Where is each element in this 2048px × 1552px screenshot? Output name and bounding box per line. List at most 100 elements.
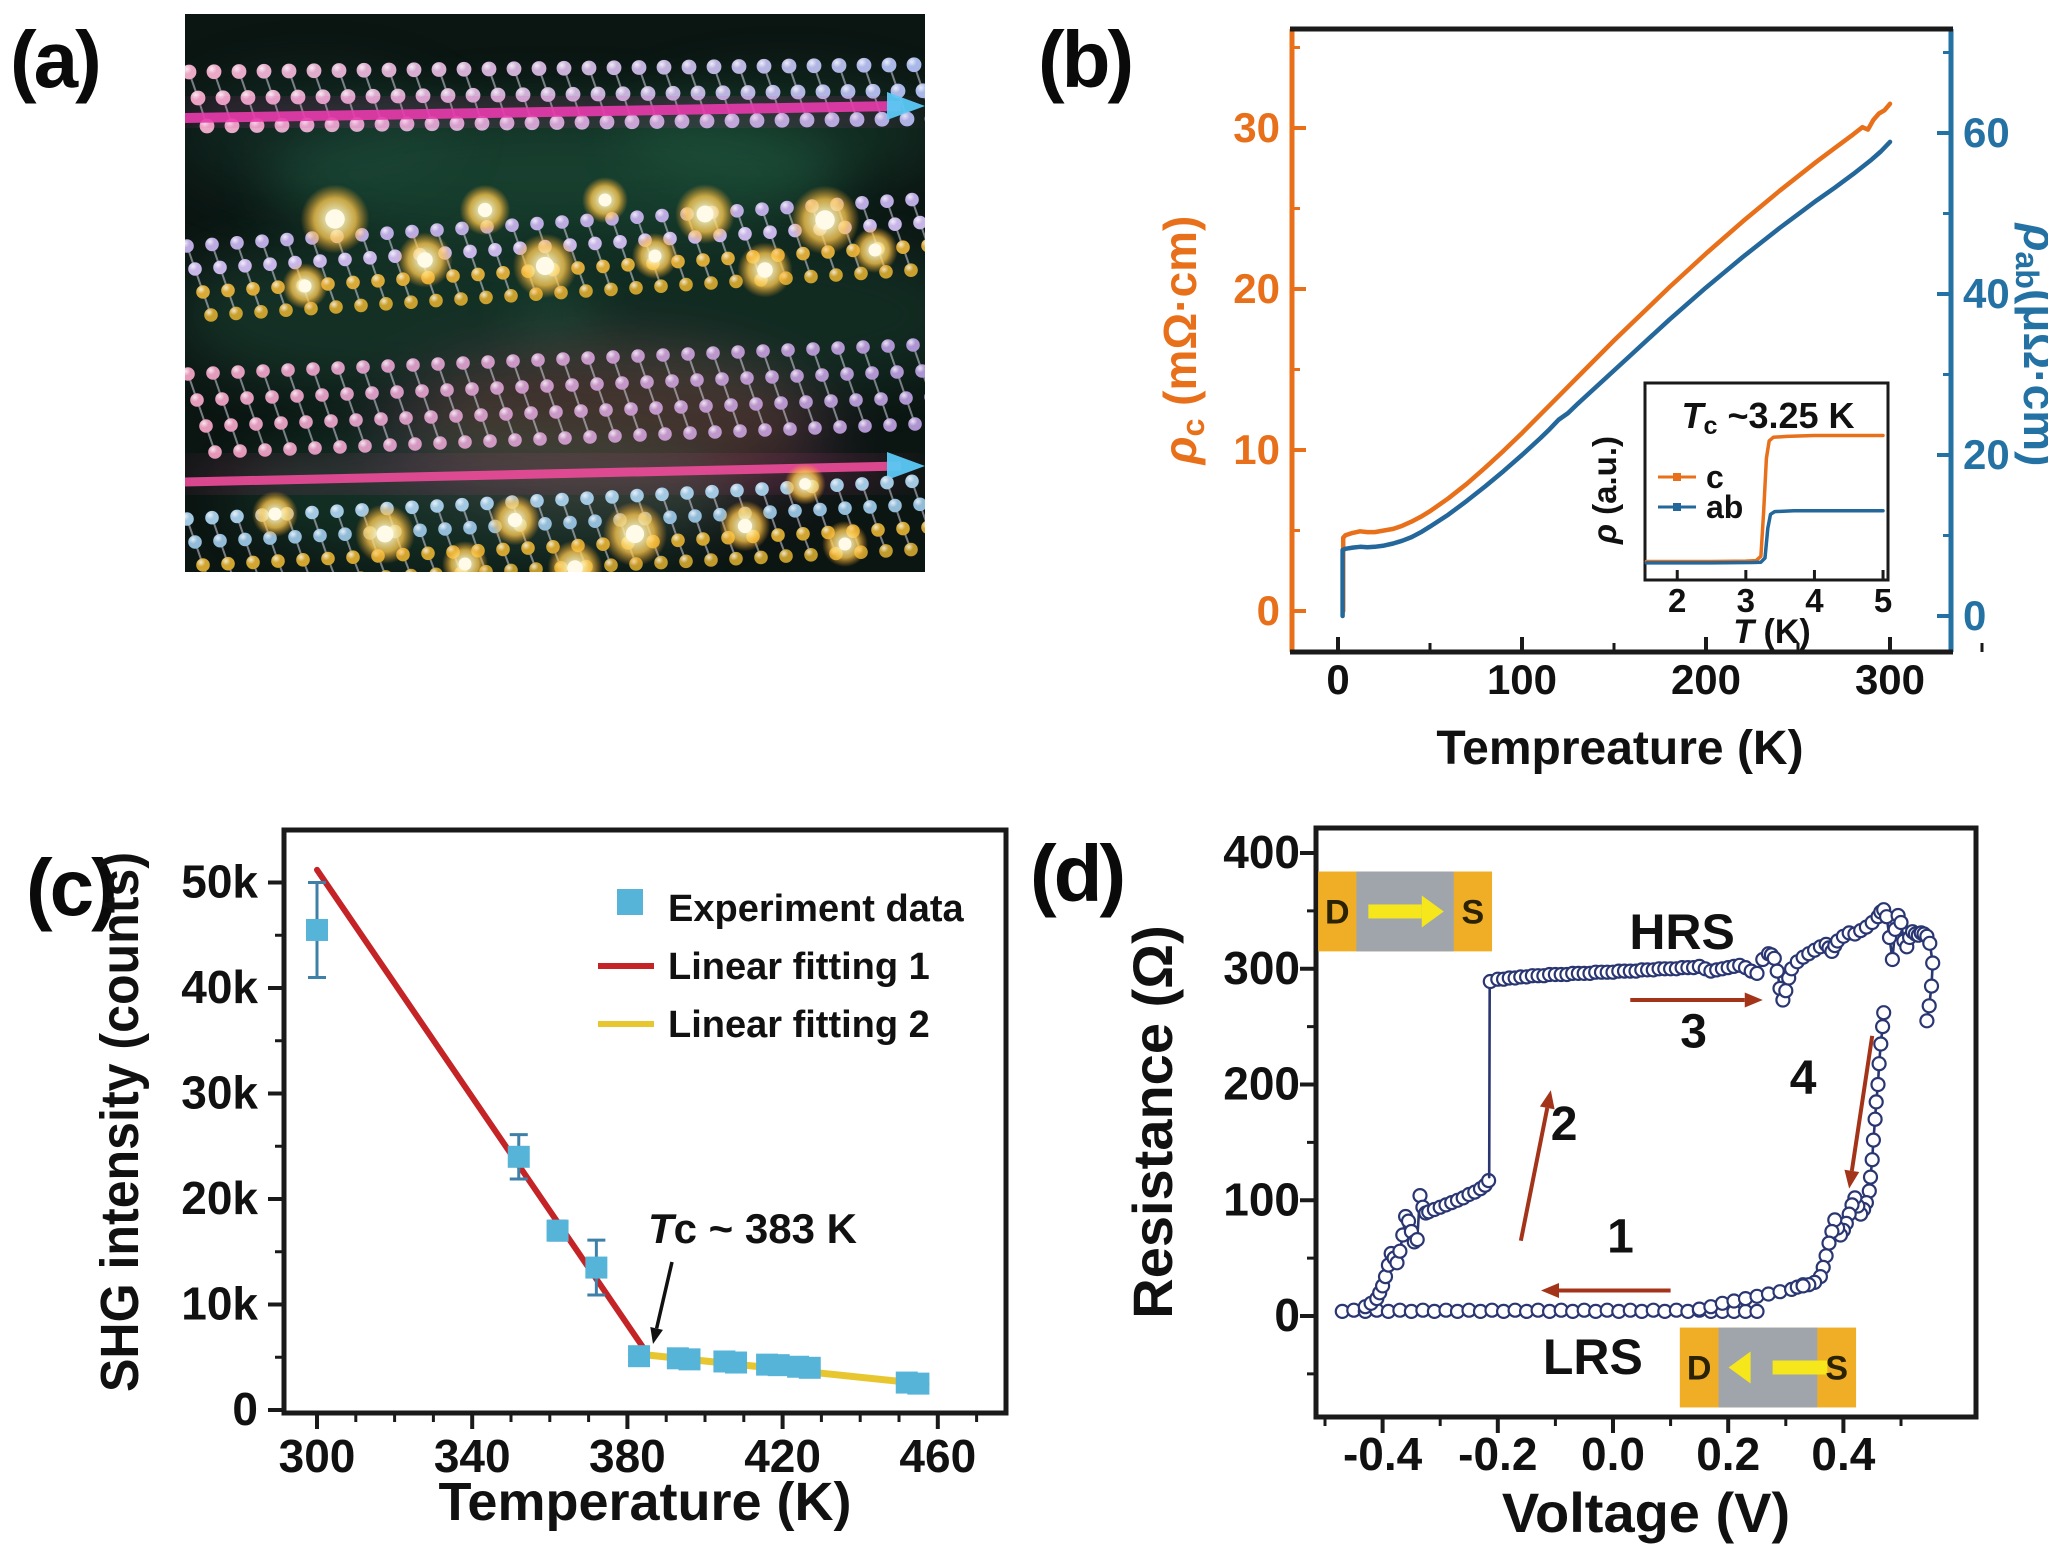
lattice-atom bbox=[249, 417, 263, 431]
lattice-atom bbox=[440, 88, 456, 103]
lattice-atom bbox=[596, 259, 610, 274]
y-tick-label: 300 bbox=[1223, 942, 1300, 994]
lattice-atom bbox=[731, 59, 747, 74]
lattice-atom bbox=[929, 262, 943, 276]
lattice-atom bbox=[338, 252, 352, 267]
lattice-atom bbox=[883, 418, 897, 432]
lattice-atom bbox=[771, 528, 785, 542]
lattice-atom bbox=[490, 87, 506, 103]
lattice-atom bbox=[231, 64, 247, 79]
lattice-atom bbox=[481, 355, 495, 369]
square-marker bbox=[546, 1219, 569, 1242]
left-tick-label: 30 bbox=[1233, 104, 1280, 151]
state-label-hrs: HRS bbox=[1629, 904, 1735, 960]
lattice-atom bbox=[429, 567, 443, 572]
lattice-atom bbox=[474, 408, 488, 422]
current-arrow-shaft bbox=[1368, 904, 1422, 919]
lattice-atom bbox=[313, 528, 327, 543]
lattice-atom bbox=[515, 87, 531, 103]
lattice-atom bbox=[488, 243, 502, 257]
lattice-atom bbox=[274, 416, 288, 430]
lattice-atom bbox=[521, 541, 535, 555]
plot-frame bbox=[281, 827, 1009, 1416]
exciton-core bbox=[815, 210, 835, 230]
lattice-atom bbox=[315, 388, 329, 402]
x-tick-label: 380 bbox=[589, 1430, 666, 1482]
laser-beam bbox=[185, 92, 925, 131]
data-circle bbox=[1868, 1094, 1884, 1110]
lattice-atom bbox=[758, 423, 772, 437]
lattice-atom bbox=[874, 392, 888, 406]
lattice-atom bbox=[631, 349, 645, 363]
lattice-atom bbox=[696, 532, 710, 546]
lattice-atom bbox=[655, 208, 669, 223]
lattice-atom bbox=[740, 371, 754, 385]
lattice-atom bbox=[538, 517, 552, 531]
lattice-atom bbox=[865, 366, 879, 380]
lattice-atom bbox=[804, 269, 818, 284]
lattice-atom bbox=[756, 344, 770, 358]
lattice-atom bbox=[506, 61, 522, 77]
lattice-atom bbox=[381, 359, 395, 373]
panel-d-hysteresis-chart: -0.4 -0.2 0.0 0.2 0.4 0 100 200 300 400 Resistance… bbox=[1121, 825, 1979, 1544]
lattice-atom bbox=[540, 87, 556, 102]
lattice-atom bbox=[383, 438, 397, 452]
lattice-atom bbox=[633, 428, 647, 442]
lattice-atom bbox=[206, 64, 222, 80]
x-tick-label: 0.4 bbox=[1811, 1428, 1875, 1480]
lattice-atom bbox=[324, 414, 338, 428]
lattice-atom bbox=[724, 398, 738, 412]
lattice-atom bbox=[679, 554, 693, 569]
data-point bbox=[767, 1354, 790, 1377]
lattice-atom bbox=[508, 433, 522, 447]
lattice-atom bbox=[696, 253, 710, 267]
data-circle bbox=[1749, 1303, 1765, 1320]
lattice-atom bbox=[906, 57, 922, 73]
lattice-atom bbox=[431, 357, 445, 371]
lattice-atom bbox=[779, 549, 793, 563]
lattice-atom bbox=[749, 397, 763, 411]
step-label-1: 1 bbox=[1607, 1210, 1634, 1263]
y-tick-label: 20k bbox=[181, 1172, 258, 1224]
lattice-atom bbox=[185, 512, 194, 526]
data-point bbox=[585, 1238, 608, 1297]
lattice-atom bbox=[531, 61, 547, 76]
lattice-atom bbox=[863, 500, 877, 514]
device-label-s: S bbox=[1462, 893, 1485, 931]
y-tick-label: 200 bbox=[1223, 1058, 1300, 1110]
data-circle bbox=[1922, 935, 1938, 951]
lattice-atom bbox=[906, 338, 920, 352]
lattice-atom bbox=[679, 277, 693, 292]
lattice-atom bbox=[530, 216, 544, 231]
lattice-atom bbox=[205, 510, 219, 525]
lattice-atom bbox=[604, 558, 618, 572]
right-tick-label: 20 bbox=[1963, 431, 2010, 478]
laser-beam bbox=[185, 452, 925, 494]
data-circle bbox=[1893, 914, 1909, 931]
data-circle bbox=[1409, 1231, 1425, 1248]
lattice-atom bbox=[583, 430, 597, 444]
lattice-atom bbox=[815, 368, 829, 382]
lattice-atom bbox=[629, 281, 643, 295]
lattice-atom bbox=[290, 389, 304, 403]
lattice-atom bbox=[915, 364, 925, 378]
arrow-head bbox=[1539, 1090, 1555, 1110]
lattice-atom bbox=[858, 419, 872, 433]
arrow-head bbox=[1541, 1283, 1559, 1299]
lattice-atom bbox=[921, 521, 925, 534]
lattice-sheet-3 bbox=[185, 338, 925, 459]
lattice-atom bbox=[640, 375, 654, 389]
exciton-core bbox=[298, 279, 312, 293]
device-label-d: D bbox=[1325, 893, 1350, 931]
y-tick-label: 10k bbox=[181, 1278, 258, 1330]
lattice-atom bbox=[579, 284, 593, 298]
lattice-atom bbox=[458, 435, 472, 449]
lattice-atom bbox=[429, 293, 443, 308]
lattice-atom bbox=[674, 400, 688, 414]
lattice-atom bbox=[606, 350, 620, 364]
lattice-atom bbox=[731, 345, 745, 359]
lattice-atom bbox=[329, 300, 343, 314]
lattice-atom bbox=[238, 532, 252, 547]
